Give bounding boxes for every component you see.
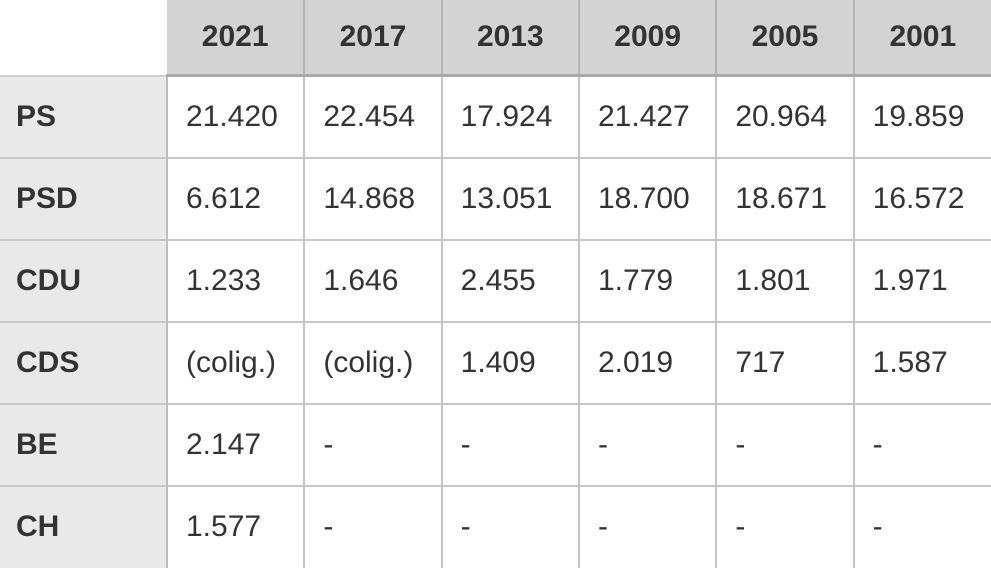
- table-cell: 21.427: [577, 74, 717, 158]
- column-header-year: 2017: [303, 0, 442, 77]
- table-cell: 1.779: [577, 238, 717, 322]
- table-cell: 717: [715, 320, 854, 404]
- row-label: BE: [0, 402, 167, 486]
- table-cell: 1.971: [852, 238, 991, 322]
- table-cell: 1.233: [165, 238, 305, 322]
- table-cell: 1.577: [165, 484, 305, 568]
- table-cell: 14.868: [303, 156, 442, 240]
- table-cell: 21.420: [165, 74, 305, 158]
- table-cell: 1.801: [715, 238, 854, 322]
- table-cell: 19.859: [852, 74, 991, 158]
- row-label: CDU: [0, 238, 167, 322]
- table-cell: -: [715, 402, 854, 486]
- table-cell: 17.924: [440, 74, 579, 158]
- row-label: CDS: [0, 320, 167, 404]
- table-cell: 13.051: [440, 156, 579, 240]
- row-label: PS: [0, 74, 167, 158]
- table-cell: 18.700: [577, 156, 717, 240]
- table-cell: -: [715, 484, 854, 568]
- table-cell: 18.671: [715, 156, 854, 240]
- table-cell: 22.454: [303, 74, 442, 158]
- table-cell: -: [852, 402, 991, 486]
- table-cell: 16.572: [852, 156, 991, 240]
- table-row-cds: CDS (colig.) (colig.) 1.409 2.019 717 1.…: [0, 320, 991, 404]
- table-cell: -: [852, 484, 991, 568]
- table-cell: -: [577, 484, 717, 568]
- column-header-year: 2021: [167, 0, 305, 77]
- table-cell: -: [440, 402, 579, 486]
- table-row-ps: PS 21.420 22.454 17.924 21.427 20.964 19…: [0, 74, 991, 158]
- column-header-year: 2013: [440, 0, 579, 77]
- table-header-row: 2021 2017 2013 2009 2005 2001: [0, 0, 991, 77]
- table-cell: 1.587: [852, 320, 991, 404]
- table-row-be: BE 2.147 - - - - -: [0, 402, 991, 486]
- table-cell: 2.455: [440, 238, 579, 322]
- corner-cell: [0, 0, 167, 77]
- column-header-year: 2001: [852, 0, 991, 77]
- column-header-year: 2005: [715, 0, 854, 77]
- table-row-ch: CH 1.577 - - - - -: [0, 484, 991, 568]
- table-cell: -: [303, 402, 442, 486]
- table-cell: 1.409: [440, 320, 579, 404]
- table-cell: -: [303, 484, 442, 568]
- table-cell: 2.019: [577, 320, 717, 404]
- column-header-year: 2009: [577, 0, 717, 77]
- table-cell: -: [440, 484, 579, 568]
- row-label: CH: [0, 484, 167, 568]
- table-cell: 20.964: [715, 74, 854, 158]
- table-cell: 1.646: [303, 238, 442, 322]
- row-label: PSD: [0, 156, 167, 240]
- table-row-cdu: CDU 1.233 1.646 2.455 1.779 1.801 1.971: [0, 238, 991, 322]
- table-cell: (colig.): [165, 320, 305, 404]
- table-cell: -: [577, 402, 717, 486]
- table-cell: 2.147: [165, 402, 305, 486]
- table-cell: 6.612: [165, 156, 305, 240]
- table-row-psd: PSD 6.612 14.868 13.051 18.700 18.671 16…: [0, 156, 991, 240]
- table-cell: (colig.): [303, 320, 442, 404]
